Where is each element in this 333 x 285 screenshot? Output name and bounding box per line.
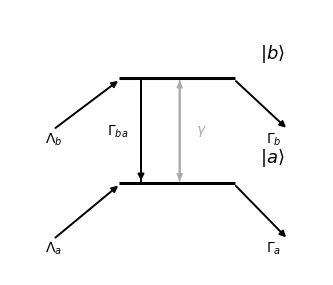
Text: $\Gamma_a$: $\Gamma_a$ bbox=[266, 241, 281, 257]
Text: $|a\rangle$: $|a\rangle$ bbox=[260, 147, 284, 169]
Text: $\gamma$: $\gamma$ bbox=[196, 124, 207, 139]
Text: $|b\rangle$: $|b\rangle$ bbox=[260, 43, 285, 65]
Text: $\Lambda_b$: $\Lambda_b$ bbox=[46, 131, 63, 148]
Text: $\Gamma_b$: $\Gamma_b$ bbox=[266, 131, 282, 148]
Text: $\Lambda_a$: $\Lambda_a$ bbox=[46, 241, 63, 257]
Text: $\Gamma_{ba}$: $\Gamma_{ba}$ bbox=[108, 124, 129, 140]
